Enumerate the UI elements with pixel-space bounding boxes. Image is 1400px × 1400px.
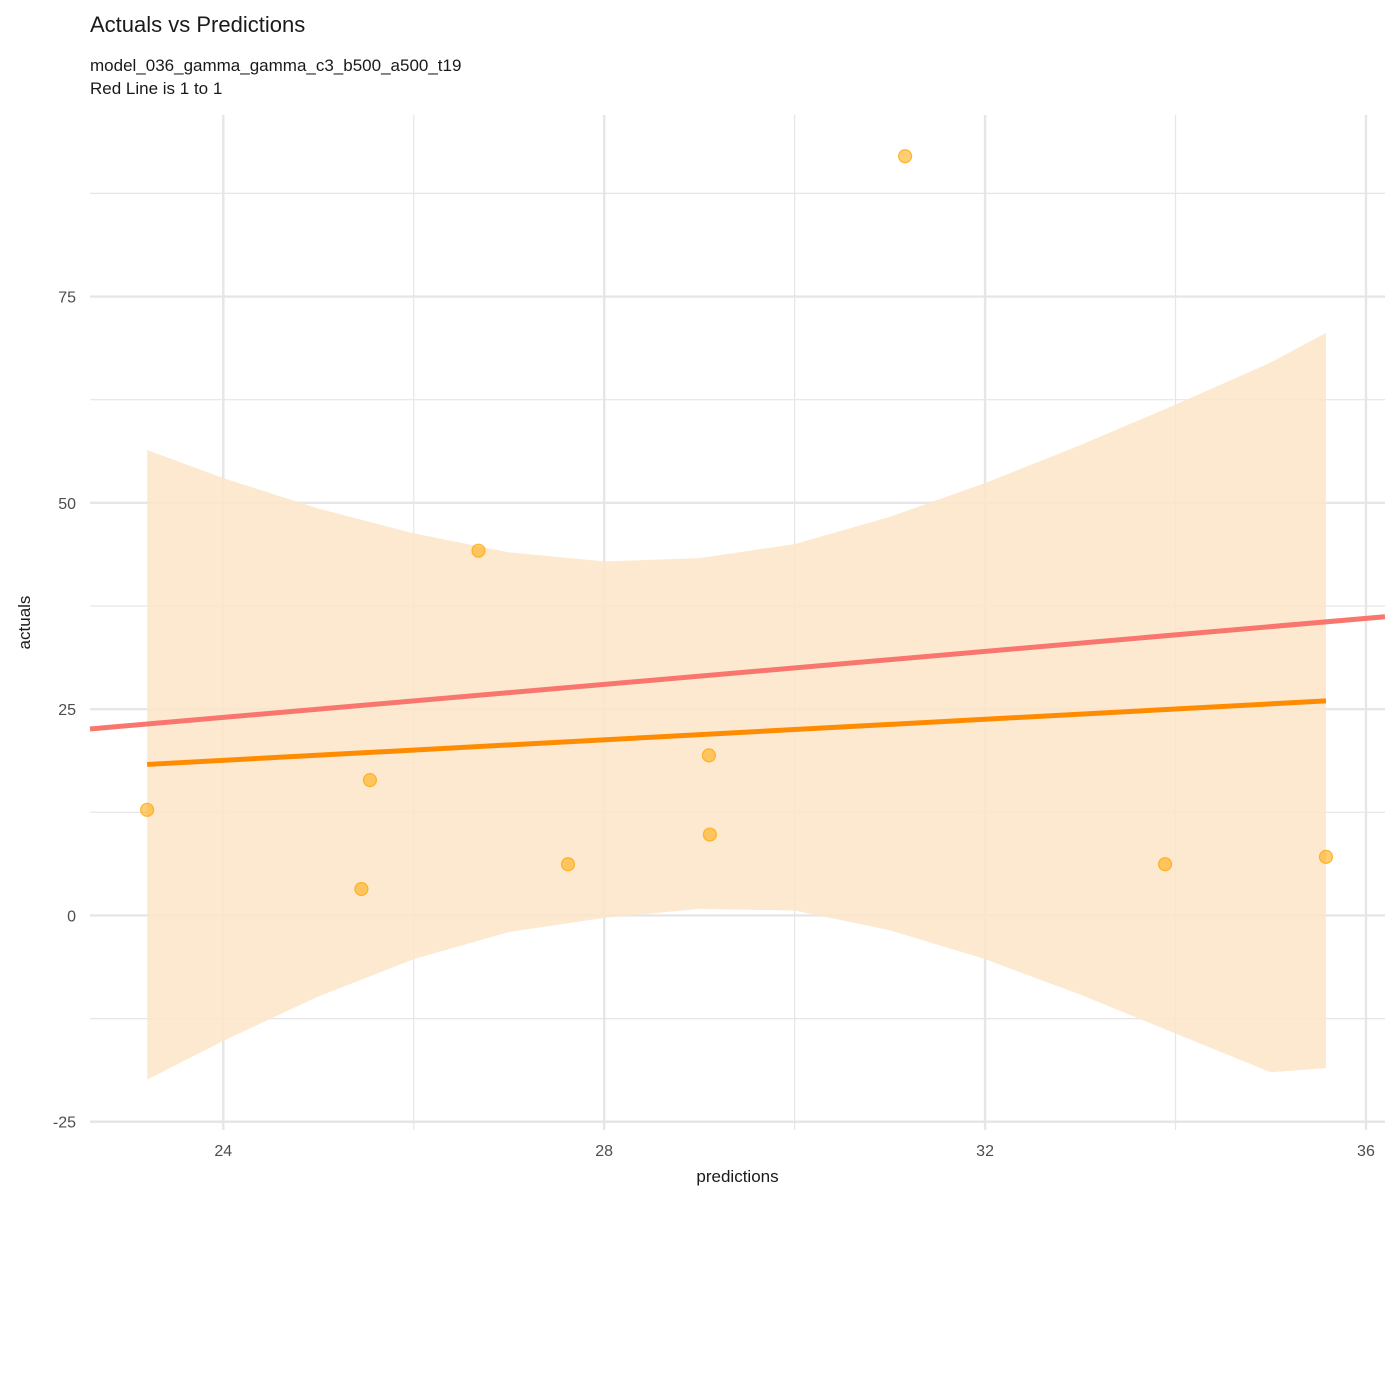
data-point xyxy=(701,748,717,763)
y-tick-label: 75 xyxy=(58,290,76,307)
y-tick-label: 25 xyxy=(58,702,76,719)
x-tick-label: 36 xyxy=(1357,1143,1375,1160)
regression-line xyxy=(146,698,1327,767)
y-axis-label: actuals xyxy=(15,596,34,650)
data-point xyxy=(1318,849,1334,864)
data-point xyxy=(362,773,378,788)
y-tick-label: 50 xyxy=(58,496,76,513)
data-points-layer xyxy=(140,149,1334,897)
data-point xyxy=(140,802,155,817)
data-point xyxy=(1157,857,1173,872)
data-point xyxy=(354,881,369,897)
subtitle-line-model: model_036_gamma_gamma_c3_b500_a500_t19 xyxy=(90,56,462,75)
data-point xyxy=(702,827,717,842)
x-axis-label: predictions xyxy=(696,1167,778,1186)
y-tick-label: 0 xyxy=(67,908,76,925)
data-point xyxy=(560,857,576,872)
chart-title: Actuals vs Predictions xyxy=(90,12,306,37)
chart-subtitle: model_036_gamma_gamma_c3_b500_a500_t19 R… xyxy=(90,54,461,100)
subtitle-line-note: Red Line is 1 to 1 xyxy=(90,79,223,98)
x-tick-label: 28 xyxy=(595,1143,613,1160)
confidence-band xyxy=(147,332,1326,1080)
data-point xyxy=(897,149,913,164)
trend-lines-layer xyxy=(89,614,1386,767)
x-tick-label: 24 xyxy=(214,1143,232,1160)
identity-line xyxy=(89,614,1386,732)
confidence-band-layer xyxy=(147,332,1326,1080)
x-tick-label: 32 xyxy=(976,1143,994,1160)
tick-labels-layer: 24 28 32 36 -25 0 25 50 75 xyxy=(53,290,1375,1160)
data-point xyxy=(471,543,486,558)
y-tick-label: -25 xyxy=(53,1115,76,1132)
